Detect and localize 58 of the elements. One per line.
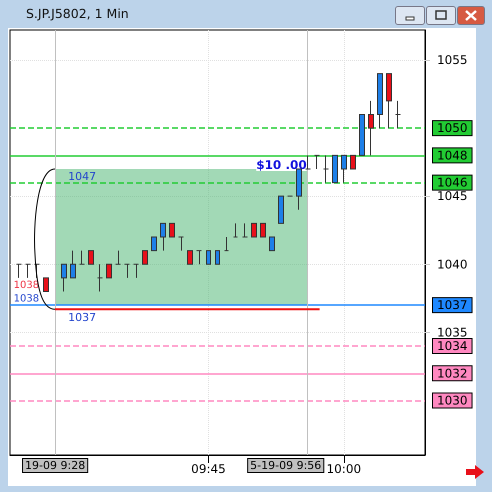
ref-line-label: 1050 — [437, 121, 468, 136]
candlestick — [350, 154, 356, 170]
candlestick — [359, 114, 365, 156]
candlestick — [97, 264, 103, 292]
candlestick — [395, 100, 401, 129]
annotation: 1047 — [68, 170, 96, 183]
candlestick — [133, 264, 139, 278]
candlestick — [242, 222, 248, 238]
chart-title: S.JP.J5802, 1 Min — [26, 6, 129, 21]
candlestick — [278, 196, 284, 224]
band-label: $10 .00 — [256, 158, 307, 172]
candlestick — [332, 154, 338, 184]
annotation: 1038 — [14, 294, 40, 305]
candlestick — [115, 250, 121, 265]
candlestick — [215, 250, 220, 265]
y-tick-label: 1055 — [437, 52, 468, 67]
x-tick-label: 10:00 — [326, 462, 362, 476]
ref-line-label: 1030 — [437, 394, 468, 408]
candlestick — [160, 222, 166, 252]
text: 1037 — [437, 298, 468, 312]
candlestick — [296, 168, 302, 210]
candlestick — [233, 222, 238, 238]
ref-line-label: 1032 — [437, 366, 468, 380]
candlestick — [79, 250, 85, 265]
candlestick — [341, 154, 347, 184]
ref-line-label: 19-09 9:28 — [25, 459, 86, 472]
y-tick-label: 1035 — [437, 325, 468, 340]
candlestick — [88, 250, 94, 265]
candlestick — [377, 73, 383, 129]
candlestick — [142, 250, 148, 265]
candlestick — [323, 154, 329, 184]
y-tick-label: 1040 — [437, 257, 468, 272]
candlestick — [169, 222, 175, 238]
candlestick — [224, 236, 229, 252]
candlestick — [70, 250, 76, 278]
annotation: 1038 — [14, 280, 40, 292]
candlestick — [178, 236, 184, 252]
candlestick — [196, 250, 202, 265]
candlestick — [251, 222, 257, 238]
ref-line-label: 1048 — [437, 148, 468, 162]
y-tick-label: 1045 — [437, 189, 468, 204]
ref-line-label: 1034 — [437, 339, 468, 354]
candlestick — [124, 264, 130, 278]
candlestick — [151, 236, 157, 252]
candlestick — [106, 264, 112, 278]
candlestick — [314, 154, 320, 170]
candlestick — [305, 154, 311, 170]
candlestick — [206, 250, 211, 265]
candlestick — [260, 222, 266, 238]
candlestick — [61, 264, 67, 292]
ref-line-label: 1037 — [68, 311, 96, 324]
ref-line-label: 1046 — [437, 176, 468, 190]
candlestick — [386, 73, 392, 129]
candlestick — [269, 236, 275, 252]
ref-line-label: 5-19-09 9:56 — [250, 459, 322, 472]
x-tick-label: 09:45 — [191, 462, 226, 476]
candlestick — [368, 100, 374, 156]
candlestick — [187, 250, 193, 265]
